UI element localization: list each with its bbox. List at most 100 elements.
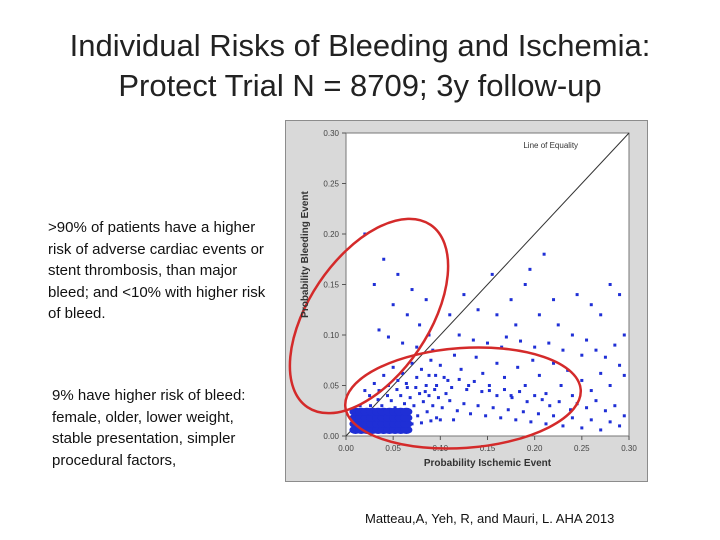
slide-title: Individual Risks of Bleeding and Ischemi…: [20, 26, 700, 106]
data-point: [599, 428, 603, 432]
data-point: [540, 398, 544, 402]
data-point: [436, 396, 440, 400]
data-point: [556, 323, 560, 327]
data-point: [544, 422, 548, 426]
data-point: [442, 375, 446, 379]
data-point: [552, 361, 556, 365]
data-point: [622, 373, 626, 377]
data-point: [481, 371, 485, 375]
data-point: [490, 272, 494, 276]
data-point: [405, 386, 409, 390]
x-tick-label: 0.20: [527, 444, 543, 453]
data-point: [425, 410, 429, 414]
data-point: [521, 410, 525, 414]
data-point: [457, 333, 461, 337]
data-point: [514, 418, 518, 422]
data-point: [509, 298, 513, 302]
data-point: [433, 388, 437, 392]
data-point: [429, 419, 433, 423]
data-point: [594, 399, 598, 403]
data-point-cluster: [400, 407, 413, 416]
data-point: [613, 404, 617, 408]
data-point: [559, 384, 563, 387]
data-point: [480, 390, 484, 394]
data-point: [465, 388, 469, 392]
title-line-2: Protect Trial N = 8709; 3y follow-up: [118, 68, 602, 103]
data-point: [429, 358, 433, 362]
data-point: [469, 412, 473, 416]
data-point: [401, 341, 405, 345]
y-tick-label: 0.05: [323, 382, 339, 391]
x-tick-label: 0.25: [574, 444, 590, 453]
y-tick-label: 0.30: [323, 129, 339, 138]
data-point: [412, 404, 416, 408]
data-point: [536, 412, 540, 416]
data-point: [419, 367, 423, 371]
data-point: [462, 293, 466, 297]
scatter-svg: 0.00 0.05 0.10 0.15 0.20 0.25 0.300.000.050.10…: [288, 129, 637, 469]
data-point: [391, 365, 395, 369]
data-point: [495, 313, 499, 317]
data-point: [438, 418, 442, 422]
data-point: [396, 272, 400, 276]
data-point: [472, 379, 476, 383]
data-point: [408, 396, 412, 400]
data-point: [622, 414, 626, 418]
data-point: [580, 426, 584, 430]
data-points: [349, 232, 626, 434]
data-point: [487, 384, 491, 387]
data-point: [608, 384, 612, 387]
x-axis-label: Probability Ischemic Event: [424, 458, 552, 469]
highlight-circle-bleed: [288, 217, 450, 415]
data-point: [603, 409, 607, 413]
data-point: [499, 416, 503, 420]
title-line-1: Individual Risks of Bleeding and Ischemi…: [69, 28, 651, 63]
data-point: [575, 293, 579, 297]
y-axis-label: Probability Bleeding Event: [300, 190, 311, 317]
data-point: [561, 348, 565, 352]
data-point: [509, 394, 513, 398]
data-point: [377, 328, 381, 332]
data-point: [404, 381, 408, 385]
data-point: [474, 355, 478, 359]
data-point-cluster: [400, 413, 413, 422]
data-point: [452, 418, 456, 422]
data-point: [452, 353, 456, 357]
y-tick-label: 0.15: [323, 281, 339, 290]
data-point: [389, 399, 393, 403]
data-point: [415, 345, 419, 349]
data-point: [570, 394, 574, 398]
bullet-text-ischemia: >90% of patients have a higher risk of a…: [48, 219, 266, 322]
data-point-cluster: [400, 419, 413, 428]
data-point: [393, 406, 397, 410]
data-point: [519, 339, 523, 343]
x-tick-label: 0.00: [338, 444, 354, 453]
data-point: [415, 375, 419, 379]
data-point: [589, 303, 593, 307]
y-tick-label: 0.10: [323, 331, 339, 340]
data-point: [414, 386, 418, 390]
data-point: [368, 394, 372, 398]
data-point: [518, 390, 522, 394]
data-point: [504, 335, 508, 339]
data-point: [427, 394, 431, 398]
data-point: [523, 384, 527, 387]
data-point: [580, 353, 584, 357]
data-point: [424, 298, 428, 302]
data-point: [399, 394, 403, 398]
data-point: [431, 404, 435, 408]
data-point: [418, 323, 422, 327]
data-point: [455, 409, 459, 413]
data-point: [419, 421, 423, 425]
data-point: [486, 341, 489, 345]
data-point: [613, 343, 617, 347]
data-point: [386, 335, 390, 339]
data-point: [410, 288, 414, 292]
data-point: [599, 313, 603, 317]
highlight-circle-ischemia: [343, 346, 583, 450]
line-of-equality: [345, 132, 630, 437]
data-point: [561, 424, 565, 428]
data-point: [608, 283, 612, 286]
data-point: [462, 402, 466, 406]
data-point: [552, 414, 556, 418]
